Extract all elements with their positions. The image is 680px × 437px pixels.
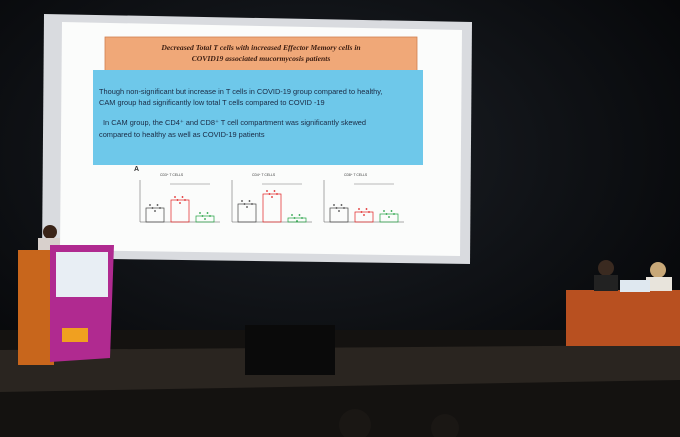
- dot-shape: [293, 217, 296, 219]
- dot-shape: [393, 213, 395, 215]
- audience-head: [431, 414, 459, 437]
- dot-shape: [271, 196, 273, 198]
- dot-shape: [199, 212, 201, 214]
- stage-edge: [0, 345, 680, 392]
- dot-shape: [246, 206, 248, 208]
- dot-shape: [385, 213, 388, 215]
- dot-shape: [243, 203, 246, 205]
- laptop: [620, 280, 650, 292]
- dot-shape: [358, 208, 360, 210]
- dot-shape: [184, 199, 186, 201]
- slide-title: COVID19 associated mucormycosis patients: [192, 54, 331, 63]
- dot-shape: [201, 215, 204, 217]
- dot-shape: [383, 210, 385, 212]
- dot-shape: [176, 199, 179, 201]
- bar-shape: [329, 207, 349, 223]
- panelist: [598, 260, 614, 276]
- audience-head: [339, 409, 371, 437]
- bar-shape: [354, 211, 374, 223]
- chart-title: CD4⁺ T CELLS: [252, 173, 276, 177]
- dot-shape: [179, 202, 181, 204]
- paragraph-line: CAM group had significantly low total T …: [99, 98, 325, 107]
- dot-shape: [365, 208, 368, 210]
- speaker: [43, 225, 57, 239]
- dot-shape: [338, 210, 340, 212]
- dot-shape: [291, 214, 293, 216]
- dot-shape: [206, 212, 209, 214]
- dot-shape: [251, 203, 253, 205]
- bar-shape: [379, 213, 399, 223]
- panelist: [594, 275, 618, 291]
- paragraph-line: compared to healthy as well as COVID-19 …: [99, 130, 265, 139]
- dot-shape: [156, 204, 159, 206]
- dot-shape: [241, 200, 243, 202]
- dot-shape: [363, 214, 365, 216]
- dot-shape: [149, 204, 151, 206]
- dot-shape: [204, 218, 206, 220]
- charts: CD3⁺ T CELLS CD4⁺ T CELLS CD8⁺ T CELLS: [139, 173, 404, 223]
- table: [566, 290, 680, 346]
- paragraph-line: In CAM group, the CD4⁺ and CD8⁺ T cell c…: [103, 118, 366, 127]
- bar-shape: [170, 199, 190, 223]
- dot-shape: [181, 196, 184, 198]
- dot-shape: [273, 190, 276, 192]
- podium-banner: [56, 252, 108, 297]
- panel-label: A: [134, 166, 139, 173]
- monitor: [245, 325, 335, 375]
- slide-title: Decreased Total T cells with increased E…: [160, 43, 360, 52]
- dot-shape: [276, 193, 278, 195]
- dot-shape: [333, 204, 335, 206]
- dot-shape: [268, 193, 271, 195]
- bar-shape: [145, 207, 165, 223]
- dot-shape: [298, 214, 301, 216]
- dot-shape: [296, 220, 298, 222]
- paragraph-line: Though non-significant but increase in T…: [99, 87, 382, 96]
- chart-title: CD8⁺ T CELLS: [344, 173, 368, 177]
- dot-shape: [209, 215, 211, 217]
- dot-shape: [248, 200, 251, 202]
- dot-shape: [368, 211, 370, 213]
- dot-shape: [335, 207, 338, 209]
- dot-shape: [154, 210, 156, 212]
- dot-shape: [151, 207, 154, 209]
- text-box: [93, 70, 423, 165]
- bar-shape: [195, 215, 215, 223]
- panelist: [650, 262, 666, 278]
- dot-shape: [174, 196, 176, 198]
- podium: [18, 250, 54, 365]
- dot-shape: [340, 204, 343, 206]
- bar-shape: [237, 203, 257, 223]
- bar-shape: [262, 193, 282, 223]
- dot-shape: [301, 217, 303, 219]
- dot-shape: [266, 190, 268, 192]
- dot-shape: [390, 210, 393, 212]
- chart-title: CD3⁺ T CELLS: [160, 173, 184, 177]
- dot-shape: [343, 207, 345, 209]
- dot-shape: [388, 216, 390, 218]
- bar-shape: [287, 217, 307, 223]
- podium-logo: [62, 328, 88, 342]
- panelist: [646, 277, 672, 291]
- dot-shape: [360, 211, 363, 213]
- dot-shape: [159, 207, 161, 209]
